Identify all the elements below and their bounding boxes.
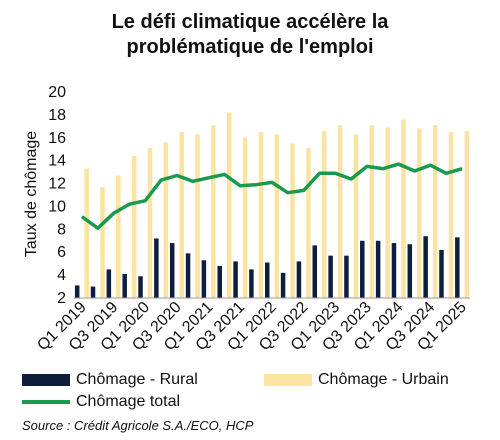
y-tick-label: 8 — [57, 221, 66, 238]
y-tick-label: 20 — [48, 84, 66, 101]
bar-rural — [312, 245, 318, 298]
bar-urbain — [337, 125, 343, 298]
y-axis-label: Taux de chômage — [23, 131, 40, 257]
legend-item-urbain: Chômage - Urbain — [264, 371, 449, 389]
bar-urbain — [274, 134, 279, 298]
bar-rural — [360, 240, 365, 298]
bar-rural — [201, 260, 207, 298]
legend-label-rural: Chômage - Rural — [76, 371, 198, 388]
y-tick-label: 14 — [48, 153, 66, 170]
legend-item-rural: Chômage - Rural — [22, 371, 198, 389]
bar-rural — [106, 269, 112, 298]
bar-urbain — [242, 137, 248, 298]
bar-urbain — [432, 125, 438, 298]
bar-urbain — [290, 143, 295, 298]
bar-urbain — [179, 132, 184, 298]
legend-swatch-rural — [22, 374, 70, 386]
bar-urbain — [226, 112, 232, 298]
legend-label-urbain: Chômage - Urbain — [318, 371, 449, 388]
bar-urbain — [385, 127, 390, 298]
legend-swatch-urbain — [264, 374, 312, 386]
bar-urbain — [116, 175, 121, 298]
bar-rural — [296, 261, 302, 298]
bar-urbain — [211, 125, 216, 298]
bar-urbain — [195, 134, 200, 298]
chart-title-line-2: problématique de l'emploi — [126, 36, 374, 58]
bar-rural — [74, 285, 80, 298]
legend-label-total: Chômage total — [76, 393, 181, 410]
bar-rural — [138, 276, 143, 298]
y-tick-label: 2 — [57, 290, 66, 307]
bar-rural — [265, 262, 270, 298]
bar-rural — [217, 265, 222, 298]
bar-urbain — [306, 148, 311, 298]
y-tick-label: 6 — [57, 244, 66, 261]
bar-rural — [375, 240, 381, 298]
y-tick-label: 4 — [57, 267, 66, 284]
bar-urbain — [84, 168, 89, 298]
y-tick-label: 18 — [48, 107, 66, 124]
chart-title: Le défi climatique accélère la problémat… — [0, 10, 500, 60]
bar-rural — [407, 244, 413, 298]
bar-urbain — [353, 134, 359, 298]
bar-rural — [455, 237, 460, 298]
y-tick-label: 12 — [48, 176, 66, 193]
line-total — [80, 162, 463, 230]
bar-urbain — [131, 156, 137, 298]
y-tick-label: 16 — [48, 130, 66, 147]
bar-rural — [185, 253, 191, 298]
chart-title-line-1: Le défi climatique accélère la — [111, 11, 389, 33]
bar-urbain — [464, 130, 470, 298]
bar-urbain — [147, 148, 153, 298]
bar-rural — [249, 269, 254, 298]
bar-urbain — [258, 132, 264, 298]
bar-urbain — [163, 142, 169, 298]
bar-urbain — [448, 132, 454, 298]
bar-urbain — [100, 186, 105, 298]
legend-swatch-total — [22, 400, 70, 404]
bar-rural — [344, 255, 349, 298]
y-tick-label: 10 — [48, 198, 66, 215]
bar-urbain — [322, 130, 327, 298]
bar-rural — [154, 238, 159, 298]
bar-rural — [423, 236, 428, 298]
legend-item-total: Chômage total — [22, 393, 180, 411]
bar-urbain — [401, 119, 406, 298]
bar-rural — [122, 273, 127, 298]
bar-rural — [328, 255, 333, 298]
bar-rural — [233, 261, 238, 298]
bar-rural — [280, 272, 286, 298]
bar-rural — [439, 249, 444, 298]
bar-rural — [169, 243, 175, 298]
bar-urbain — [369, 125, 375, 298]
bar-urbain — [417, 128, 422, 298]
source-note: Source : Crédit Agricole S.A./ECO, HCP — [22, 418, 254, 433]
bar-rural — [90, 286, 96, 298]
bar-rural — [391, 243, 397, 298]
